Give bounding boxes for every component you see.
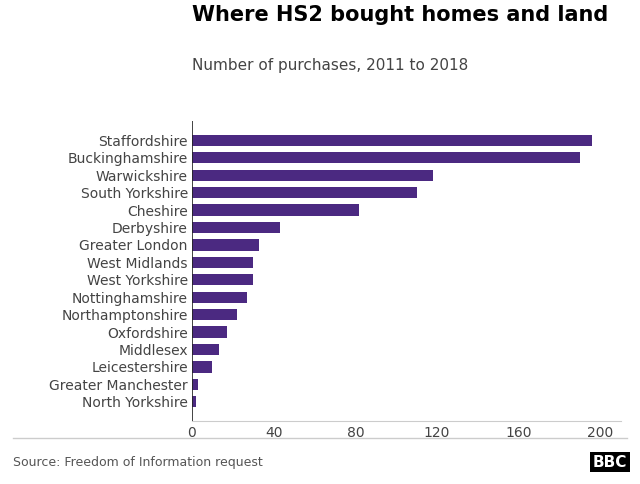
- Text: Where HS2 bought homes and land: Where HS2 bought homes and land: [192, 5, 608, 25]
- Bar: [192, 274, 253, 286]
- Bar: [192, 169, 433, 181]
- Text: Number of purchases, 2011 to 2018: Number of purchases, 2011 to 2018: [192, 58, 468, 73]
- Bar: [192, 309, 237, 320]
- Bar: [192, 152, 580, 164]
- Bar: [192, 378, 198, 390]
- Bar: [192, 204, 360, 216]
- Text: BBC: BBC: [593, 455, 627, 469]
- Bar: [192, 135, 592, 146]
- Bar: [192, 222, 280, 233]
- Bar: [192, 326, 227, 338]
- Bar: [192, 239, 259, 251]
- Text: Source: Freedom of Information request: Source: Freedom of Information request: [13, 456, 262, 469]
- Bar: [192, 291, 247, 303]
- Bar: [192, 187, 417, 198]
- Bar: [192, 257, 253, 268]
- Bar: [192, 361, 212, 373]
- Bar: [192, 396, 196, 408]
- Bar: [192, 344, 218, 355]
